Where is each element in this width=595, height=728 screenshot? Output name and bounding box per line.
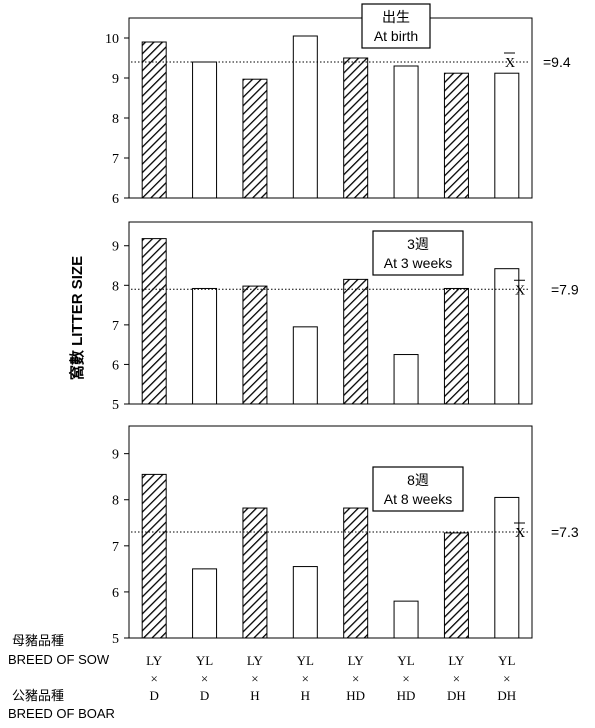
boar-label: H [250,688,259,703]
plot-frame [128,425,533,639]
panel-label-box [372,466,464,512]
panel-label-box [372,230,464,276]
y-tick-label: 10 [105,32,119,47]
panel-label-en: At birth [374,28,418,44]
bar-yl-hd [393,600,419,639]
bar-ly-h [242,285,268,405]
bar-yl-d [192,287,218,405]
panel-3: 5 6 7 8 9 X =7.3 8週 At 8 weeks [112,425,579,647]
y-tick-label: 9 [112,72,119,87]
boar-label: H [301,688,310,703]
y-tick-label: 5 [112,632,119,647]
cross-symbol: × [302,671,309,686]
plot-frame [128,17,533,199]
sow-label: LY [247,653,264,668]
bar-yl-dh [494,72,520,199]
bar-yl-d [192,568,218,639]
sow-label: LY [448,653,465,668]
bar-yl-dh [494,496,520,639]
sow-row-label-en: BREED OF SOW [8,652,110,667]
cross-symbol: × [201,671,208,686]
cross-symbol: × [251,671,258,686]
panel-label-zh: 出生 [382,9,410,25]
bar-ly-d [141,238,167,405]
boar-row-label-zh: 公豬品種 [12,688,64,703]
y-tick-label: 7 [112,152,119,167]
y-tick-label: 7 [112,540,119,555]
boar-label: D [200,688,209,703]
panel-label-box [361,3,431,49]
y-tick-label: 9 [112,448,119,463]
panel-1: 6 7 8 9 10 X =9.4 出生 At birth [105,3,571,207]
cross-symbol: × [503,671,510,686]
y-tick-label: 6 [112,192,119,207]
y-tick-label: 8 [112,112,119,127]
bar-ly-h [242,78,268,199]
y-axis-label: 窩數 LITTER SIZE [68,256,86,380]
cross-symbol: × [453,671,460,686]
y-tick-label: 6 [112,586,119,601]
bar-ly-dh [443,287,469,405]
y-tick-label: 8 [112,494,119,509]
mean-value: =7.9 [551,281,579,297]
sow-label: YL [498,653,515,668]
bar-ly-dh [443,532,469,639]
sow-label: LY [146,653,163,668]
boar-label: DH [497,688,516,703]
cross-symbol: × [402,671,409,686]
bar-ly-d [141,473,167,639]
cross-symbol: × [151,671,158,686]
y-tick-label: 9 [112,240,119,255]
boar-label: HD [397,688,416,703]
plot-frame [128,221,533,405]
mean-symbol: X [505,56,515,71]
bar-yl-h [292,326,318,405]
panel-label-en: At 8 weeks [384,491,452,507]
panel-label-zh: 3週 [407,236,429,252]
sow-label: YL [397,653,414,668]
panels: 6 7 8 9 10 X =9.4 出生 At birth 5 6 7 8 9 X =7.9 3週 At 3 we… [105,3,579,647]
panel-label-en: At 3 weeks [384,255,452,271]
bar-ly-hd [343,278,369,405]
bar-yl-h [292,566,318,639]
bar-ly-hd [343,57,369,199]
bar-ly-hd [343,507,369,639]
cross-symbol: × [352,671,359,686]
panel-label-zh: 8週 [407,472,429,488]
mean-symbol: X [515,526,525,541]
boar-label: HD [346,688,365,703]
bar-ly-d [141,41,167,199]
bar-ly-h [242,507,268,639]
sow-label: LY [348,653,365,668]
y-tick-label: 7 [112,319,119,334]
bar-yl-d [192,61,218,199]
boar-label: DH [447,688,466,703]
mean-symbol: X [515,283,525,298]
bar-yl-hd [393,354,419,405]
bar-yl-hd [393,65,419,199]
bar-ly-dh [443,72,469,199]
sow-row-label-zh: 母豬品種 [12,633,64,648]
panel-2: 5 6 7 8 9 X =7.9 3週 At 3 weeks [112,221,579,413]
boar-label: D [149,688,158,703]
y-tick-label: 5 [112,398,119,413]
mean-value: =7.3 [551,524,579,540]
category-labels: LY × D YL × D LY × H YL × H LY × HD YL × HD LY × DH YL × DH [146,653,516,703]
sow-label: YL [196,653,213,668]
bar-yl-h [292,35,318,199]
y-tick-label: 8 [112,279,119,294]
y-tick-label: 6 [112,358,119,373]
boar-row-label-en: BREED OF BOAR [8,706,115,721]
mean-value: =9.4 [543,54,571,70]
bar-yl-dh [494,268,520,405]
sow-label: YL [297,653,314,668]
